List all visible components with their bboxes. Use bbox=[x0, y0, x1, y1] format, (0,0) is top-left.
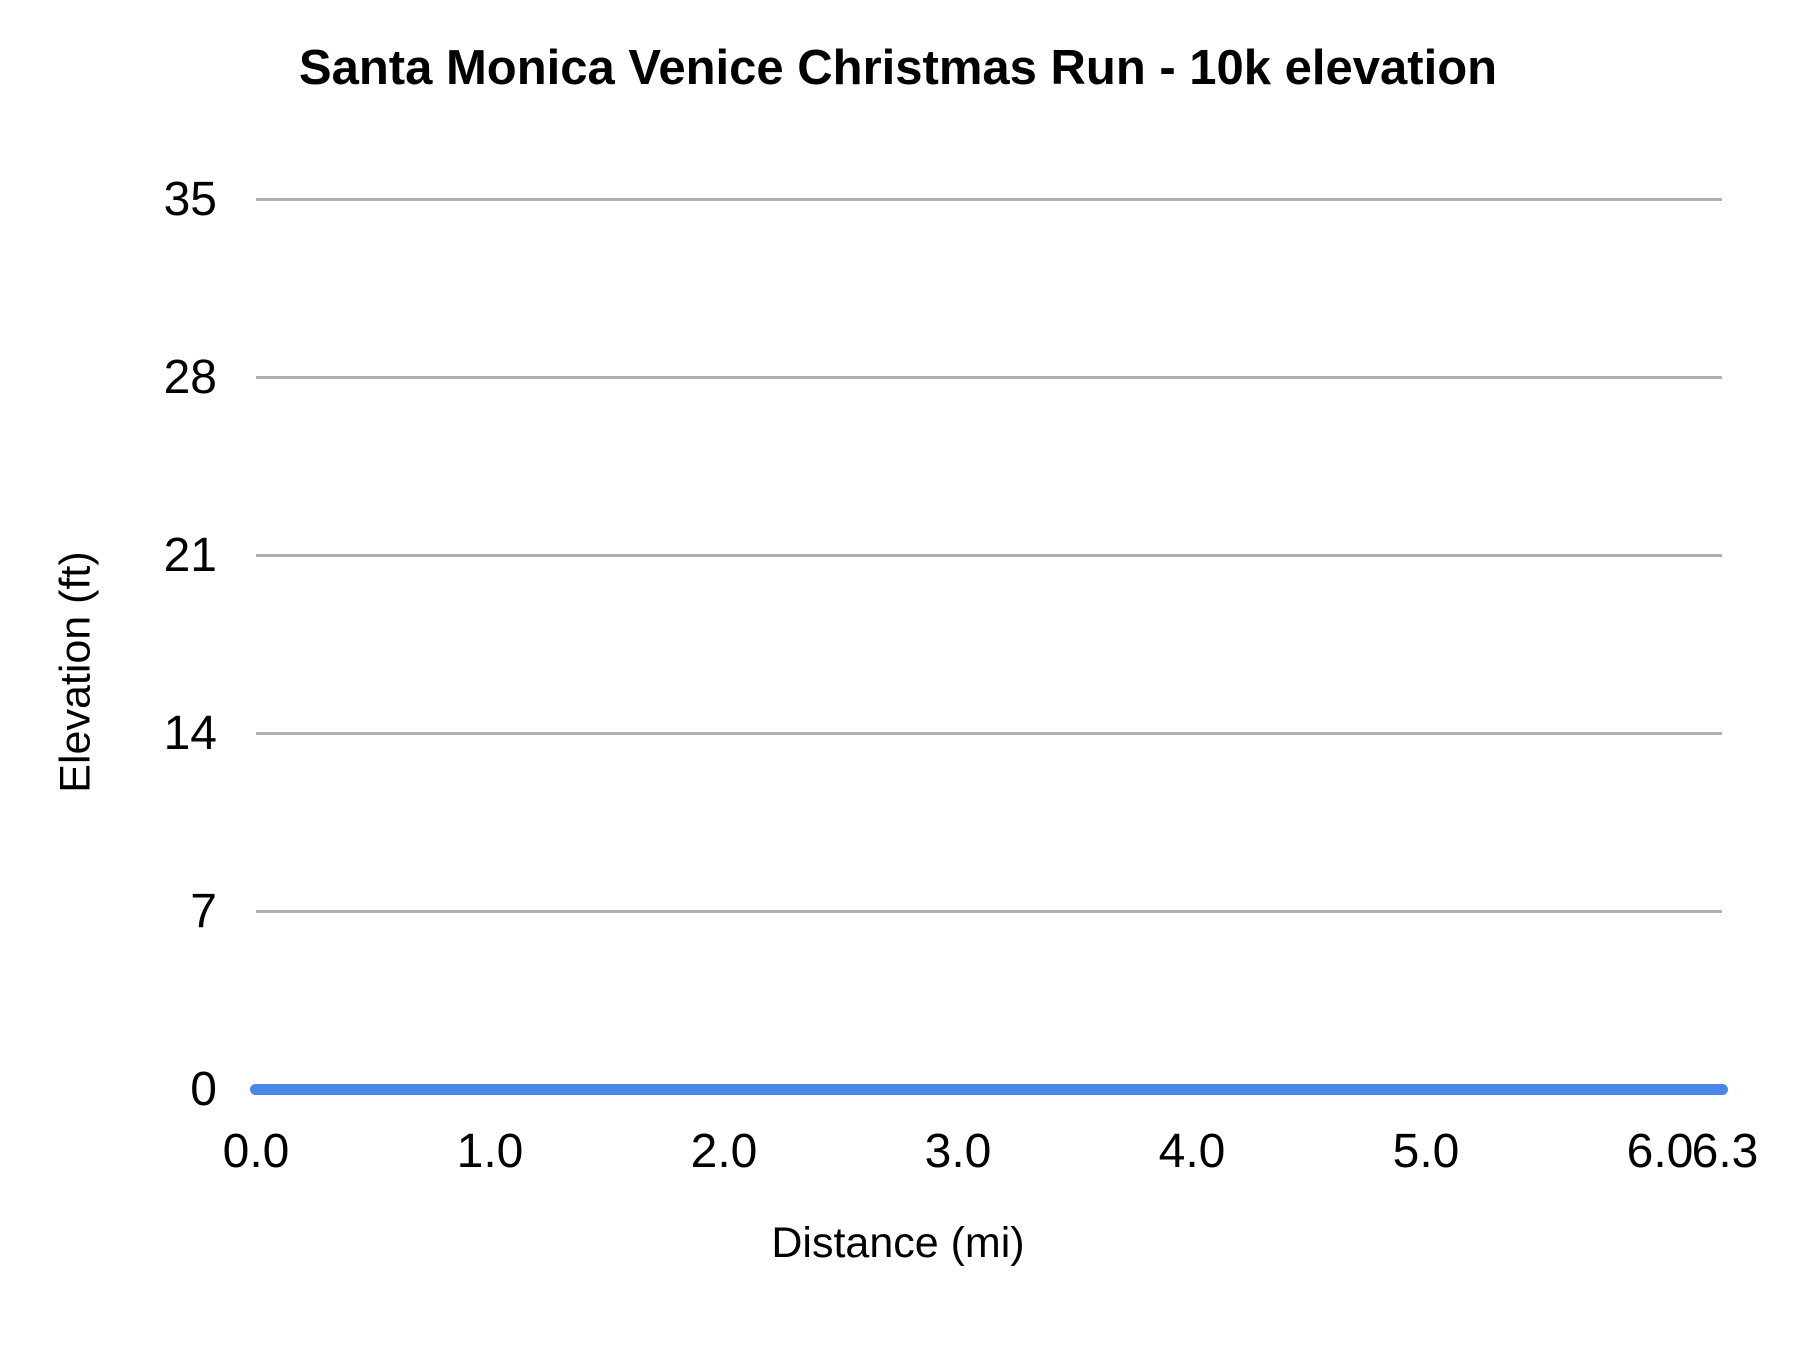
x-axis-title: Distance (mi) bbox=[771, 1219, 1025, 1267]
x-tick-label-0.0: 0.0 bbox=[222, 1125, 290, 1178]
x-tick-label-1.0: 1.0 bbox=[456, 1125, 524, 1178]
x-tick-label-6.0: 6.0 bbox=[1626, 1125, 1694, 1178]
x-tick-label-5.0: 5.0 bbox=[1392, 1125, 1460, 1178]
x-tick-label-2.0: 2.0 bbox=[690, 1125, 758, 1178]
gridline-21 bbox=[256, 554, 1722, 557]
y-tick-label-0: 0 bbox=[190, 1063, 217, 1116]
y-tick-label-35: 35 bbox=[163, 173, 217, 226]
x-tick-label-6.3: 6.3 bbox=[1691, 1125, 1759, 1178]
gridline-14 bbox=[256, 732, 1722, 735]
gridline-7 bbox=[256, 910, 1722, 913]
x-tick-label-4.0: 4.0 bbox=[1158, 1125, 1226, 1178]
gridline-35 bbox=[256, 198, 1722, 201]
y-tick-label-14: 14 bbox=[163, 707, 217, 760]
y-tick-label-7: 7 bbox=[190, 885, 217, 938]
gridline-28 bbox=[256, 376, 1722, 379]
y-tick-label-21: 21 bbox=[163, 529, 217, 582]
y-tick-label-28: 28 bbox=[163, 351, 217, 404]
chart-title: Santa Monica Venice Christmas Run - 10k … bbox=[298, 41, 1498, 95]
elevation-series-line bbox=[250, 1084, 1728, 1095]
x-tick-label-3.0: 3.0 bbox=[924, 1125, 992, 1178]
